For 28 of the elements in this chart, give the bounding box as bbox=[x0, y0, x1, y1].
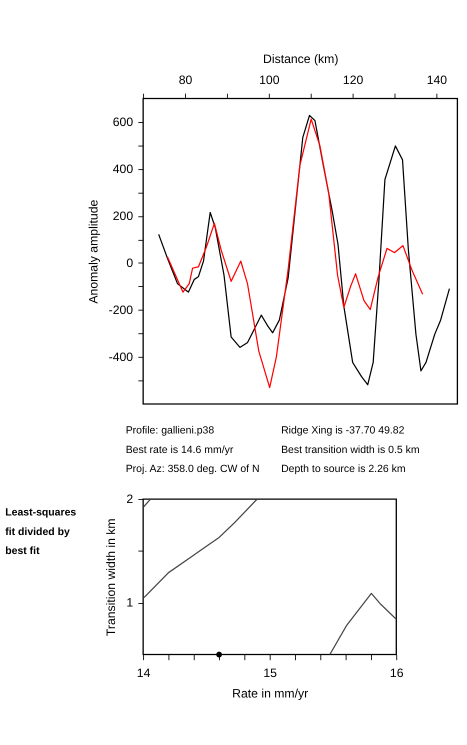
x-axis-title: Rate in mm/yr bbox=[232, 686, 308, 701]
y-tick-label: -400 bbox=[108, 350, 134, 364]
y-tick-label: 0 bbox=[126, 256, 134, 270]
x-tick-label: 14 bbox=[136, 666, 151, 680]
x-tick-label: 140 bbox=[426, 73, 448, 88]
text: Ridge Xing is -37.70 49.82 bbox=[281, 426, 405, 437]
x-axis-title: Distance (km) bbox=[263, 52, 338, 66]
x-tick-label: 80 bbox=[178, 73, 192, 88]
y-tick-label: -200 bbox=[108, 302, 134, 317]
text: Best rate is 14.6 mm/yr bbox=[126, 444, 234, 456]
x-tick-label: 16 bbox=[390, 666, 404, 680]
x-tick-label: 100 bbox=[259, 73, 280, 88]
line-series bbox=[143, 499, 258, 598]
line-series bbox=[329, 592, 396, 655]
y-axis-title: Anomaly amplitude bbox=[86, 200, 100, 304]
y-tick-label: 2 bbox=[126, 492, 134, 506]
text: Proj. Az: 358.0 deg. CW of N bbox=[126, 464, 260, 476]
y-tick-label: 600 bbox=[112, 114, 134, 129]
text: Least-squares fit divided by best fit bbox=[5, 508, 76, 558]
y-tick-label: 1 bbox=[126, 596, 134, 610]
y-axis-title: Transition width in km bbox=[104, 518, 118, 636]
text: Depth to source is 2.26 km bbox=[281, 464, 406, 476]
text: Best transition width is 0.5 km bbox=[281, 444, 420, 456]
x-tick-label: 15 bbox=[263, 666, 278, 680]
y-tick-label: 200 bbox=[112, 208, 134, 223]
x-tick-label: 120 bbox=[342, 73, 364, 88]
text: Profile: gallieni.p38 bbox=[126, 426, 214, 437]
y-tick-label: 400 bbox=[112, 162, 134, 176]
